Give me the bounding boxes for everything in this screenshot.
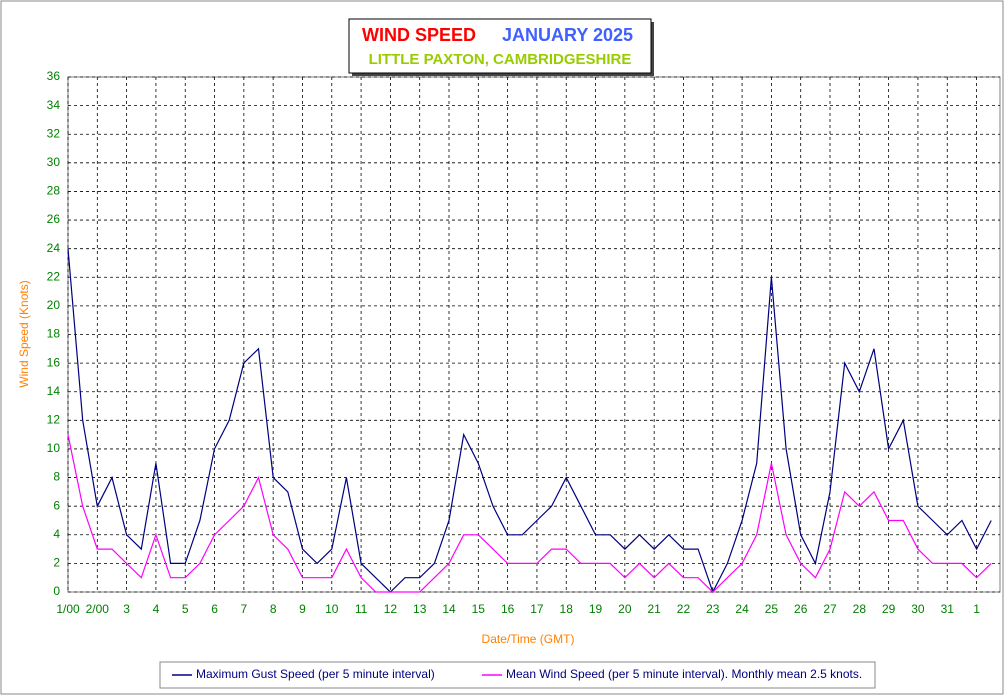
x-tick-label: 12 [384,602,398,616]
x-tick-label: 31 [941,602,955,616]
x-tick-label: 16 [501,602,515,616]
x-tick-label: 3 [123,602,130,616]
y-tick-label: 36 [47,69,61,83]
series-line [67,434,992,593]
x-tick-label: 17 [530,602,544,616]
x-tick-label: 6 [211,602,218,616]
x-tick-label: 8 [270,602,277,616]
y-tick-label: 12 [47,413,61,427]
y-tick-label: 18 [47,327,61,341]
x-tick-label: 20 [618,602,632,616]
x-tick-label: 26 [794,602,808,616]
series-line [67,248,992,594]
chart-title: WIND SPEED [362,25,476,45]
x-tick-label: 14 [442,602,456,616]
x-tick-label: 2/00 [86,602,110,616]
x-tick-label: 11 [355,602,368,616]
y-tick-label: 8 [53,470,60,484]
chart-title-month: JANUARY 2025 [502,25,633,45]
y-tick-label: 16 [47,355,61,369]
y-tick-label: 6 [53,498,60,512]
x-tick-label: 13 [413,602,427,616]
legend-label: Mean Wind Speed (per 5 minute interval).… [506,667,862,681]
x-tick-label: 4 [153,602,160,616]
x-tick-label: 5 [182,602,189,616]
x-tick-label: 22 [677,602,691,616]
x-tick-label: 28 [853,602,867,616]
x-tick-label: 7 [241,602,248,616]
x-tick-label: 19 [589,602,603,616]
x-tick-label: 29 [882,602,896,616]
y-tick-label: 2 [53,556,60,570]
y-tick-label: 4 [53,527,60,541]
x-tick-label: 18 [560,602,574,616]
x-tick-label: 1/00 [56,602,80,616]
x-tick-label: 10 [325,602,339,616]
y-tick-label: 0 [53,584,60,598]
y-tick-label: 34 [47,98,61,112]
y-tick-label: 30 [47,155,61,169]
y-tick-label: 28 [47,184,61,198]
legend-label: Maximum Gust Speed (per 5 minute interva… [196,667,435,681]
x-tick-label: 27 [823,602,837,616]
x-tick-label: 25 [765,602,779,616]
y-tick-label: 32 [47,126,61,140]
y-tick-label: 22 [47,269,61,283]
title-box [348,18,652,74]
chart-subtitle: LITTLE PAXTON, CAMBRIDGESHIRE [369,51,632,68]
x-tick-label: 1 [973,602,980,616]
y-tick-label: 20 [47,298,61,312]
legend [159,661,876,689]
y-tick-label: 10 [47,441,61,455]
y-tick-label: 14 [47,384,61,398]
x-tick-label: 24 [735,602,749,616]
x-tick-label: 21 [647,602,661,616]
y-tick-label: 24 [47,241,61,255]
x-tick-label: 30 [911,602,925,616]
y-tick-label: 26 [47,212,61,226]
x-tick-label: 23 [706,602,720,616]
x-axis-label: Date/Time (GMT) [482,632,575,646]
x-tick-label: 15 [472,602,486,616]
x-tick-label: 9 [299,602,306,616]
y-axis-label: Wind Speed (Knots) [17,280,31,387]
